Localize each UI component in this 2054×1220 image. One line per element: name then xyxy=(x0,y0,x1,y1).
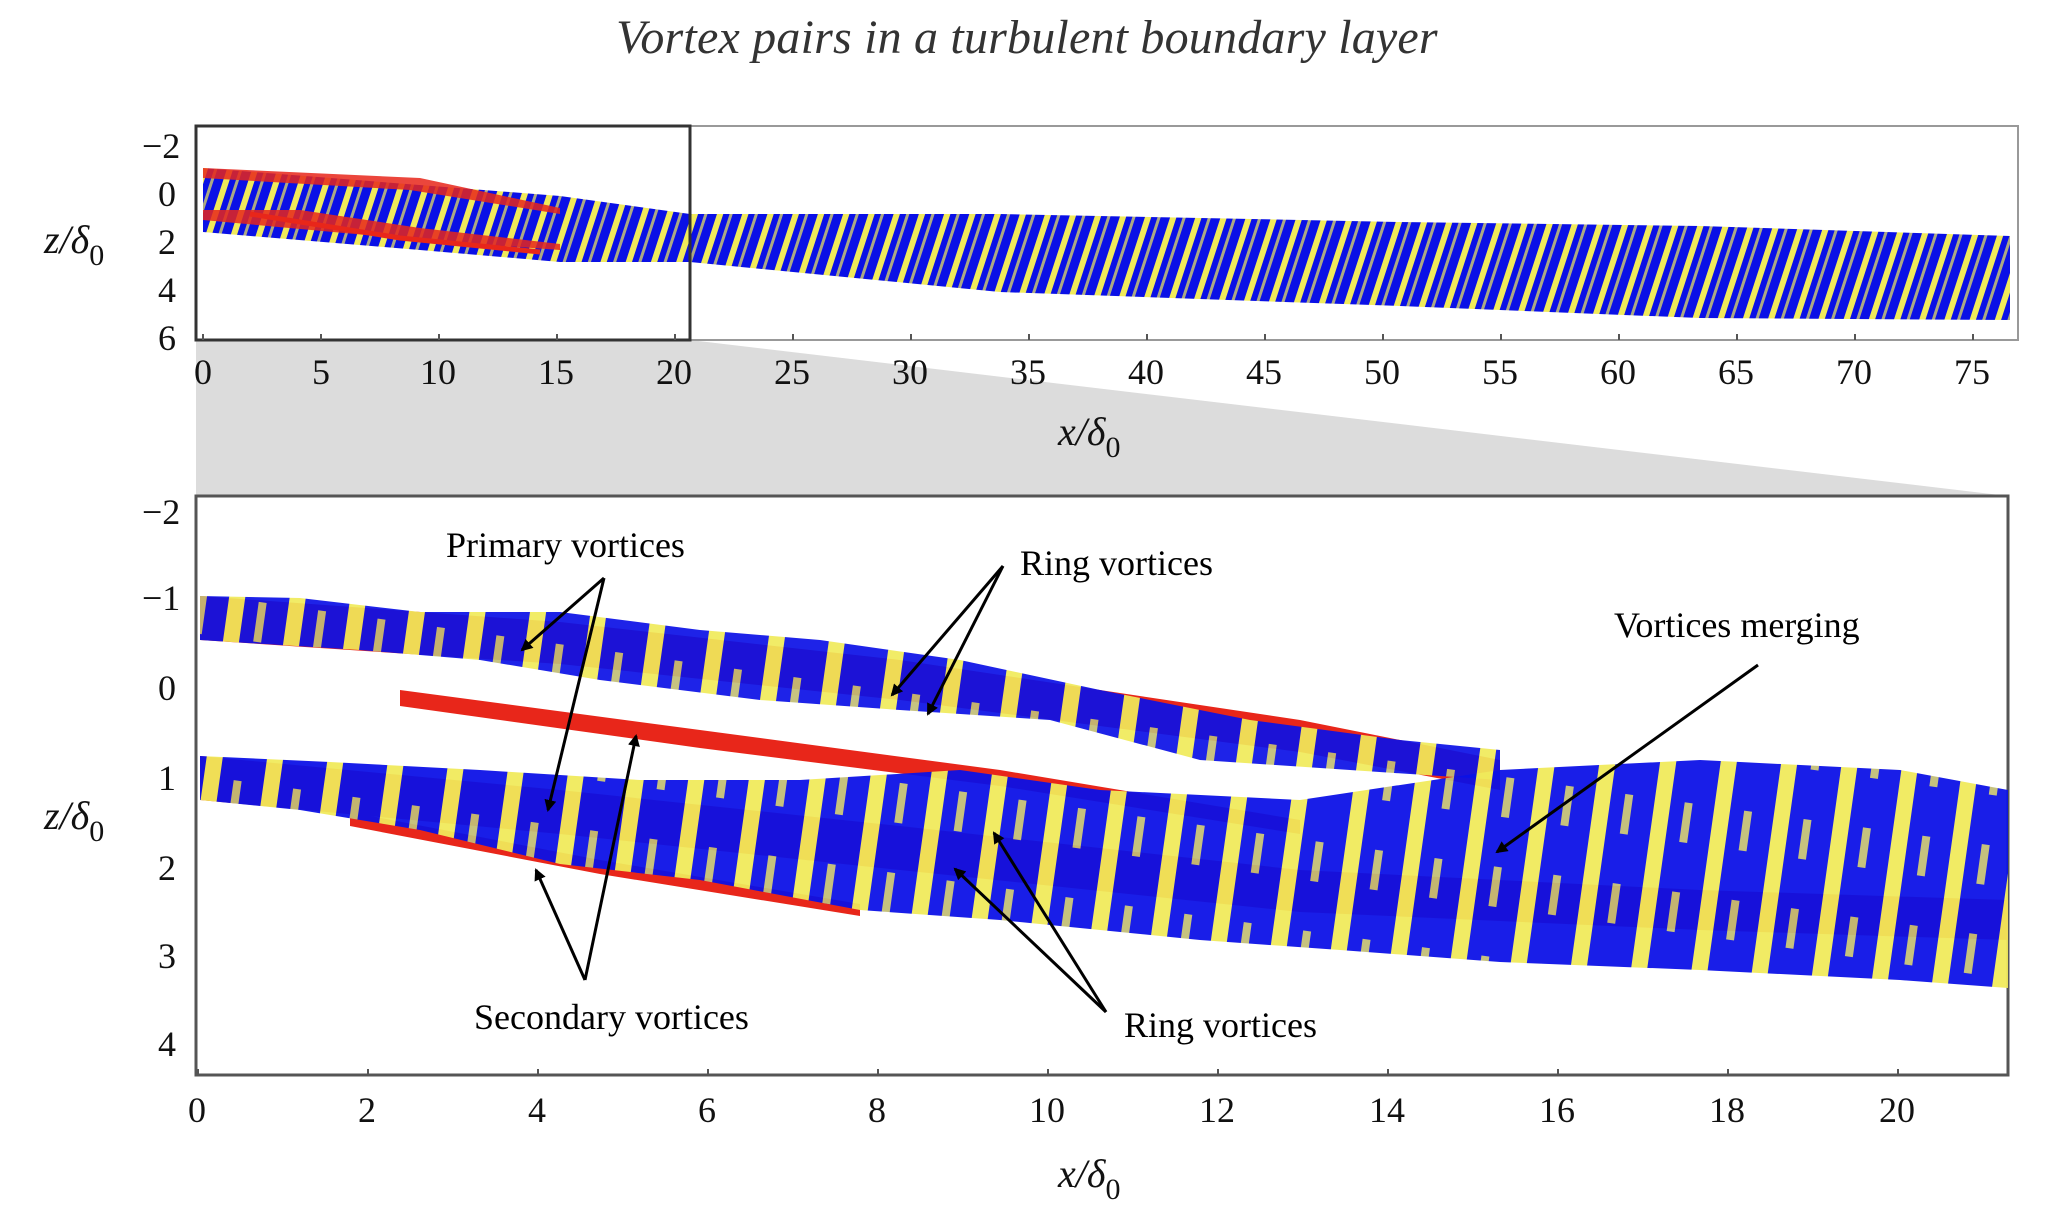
top-x-tick: 60 xyxy=(1600,352,1636,392)
annotation-ring-vortices-bottom: Ring vortices xyxy=(1124,1005,1317,1045)
bottom-x-tick: 4 xyxy=(528,1090,546,1130)
bottom-x-tick: 20 xyxy=(1879,1090,1915,1130)
top-x-axis-label: x/δ0 xyxy=(1058,408,1120,465)
top-x-tick: 45 xyxy=(1246,352,1282,392)
top-y-tick: 4 xyxy=(158,270,176,310)
top-x-tick: 5 xyxy=(312,352,330,392)
bottom-y-axis-label-subscript: 0 xyxy=(89,815,105,848)
annotation-vortices-merging: Vortices merging xyxy=(1614,605,1860,645)
top-y-tick: 6 xyxy=(158,318,176,358)
top-x-tick: 40 xyxy=(1128,352,1164,392)
bottom-x-tick: 0 xyxy=(188,1090,206,1130)
bottom-x-axis-label-text: x/δ xyxy=(1058,1151,1106,1196)
bottom-x-axis-label-subscript: 0 xyxy=(1105,1173,1121,1206)
annotation-ring-vortices-top: Ring vortices xyxy=(1020,543,1213,583)
bottom-x-tick: 2 xyxy=(358,1090,376,1130)
bottom-y-tick: 3 xyxy=(158,936,176,976)
annotation-arrows xyxy=(520,565,1759,1014)
top-x-axis-label-text: x/δ xyxy=(1058,409,1106,454)
bottom-y-tick: −1 xyxy=(142,578,181,618)
bottom-x-tick: 8 xyxy=(868,1090,886,1130)
annotation-primary-vortices: Primary vortices xyxy=(446,525,685,565)
top-x-tick: 20 xyxy=(656,352,692,392)
bottom-y-axis-label-text: z/δ xyxy=(44,793,90,838)
bottom-y-tick: 0 xyxy=(158,668,176,708)
bottom-x-tick: 6 xyxy=(698,1090,716,1130)
bottom-y-tick: 1 xyxy=(158,758,176,798)
top-x-tick: 30 xyxy=(892,352,928,392)
top-y-tick: −2 xyxy=(142,126,181,166)
bottom-x-tick-marks xyxy=(197,1069,1899,1075)
zoom-region-box xyxy=(194,124,692,342)
bottom-y-axis-label: z/δ0 xyxy=(44,792,104,849)
top-x-tick: 10 xyxy=(420,352,456,392)
bottom-x-tick: 12 xyxy=(1199,1090,1235,1130)
bottom-x-axis-label: x/δ0 xyxy=(1058,1150,1120,1207)
top-x-tick: 25 xyxy=(774,352,810,392)
bottom-x-tick: 18 xyxy=(1709,1090,1745,1130)
bottom-y-tick: 4 xyxy=(158,1024,176,1064)
annotation-secondary-vortices: Secondary vortices xyxy=(474,997,749,1037)
top-y-tick: 0 xyxy=(158,174,176,214)
top-x-tick: 50 xyxy=(1364,352,1400,392)
top-y-tick: 2 xyxy=(158,222,176,262)
bottom-x-tick: 16 xyxy=(1539,1090,1575,1130)
top-x-axis-label-subscript: 0 xyxy=(1105,431,1121,464)
top-x-tick: 35 xyxy=(1010,352,1046,392)
top-y-axis-label-subscript: 0 xyxy=(89,239,105,272)
top-x-tick: 0 xyxy=(194,352,212,392)
top-x-tick: 65 xyxy=(1718,352,1754,392)
bottom-y-tick: 2 xyxy=(158,848,176,888)
bottom-x-tick: 14 xyxy=(1369,1090,1405,1130)
top-x-tick: 75 xyxy=(1954,352,1990,392)
top-panel-vortex-field xyxy=(203,168,2010,320)
zoom-projection xyxy=(196,340,2008,496)
bottom-y-tick: −2 xyxy=(142,492,181,532)
top-y-axis-label: z/δ0 xyxy=(44,216,104,273)
top-x-tick: 55 xyxy=(1482,352,1518,392)
figure-title: Vortex pairs in a turbulent boundary lay… xyxy=(616,11,1438,64)
top-y-axis-label-text: z/δ xyxy=(44,217,90,262)
bottom-x-tick: 10 xyxy=(1029,1090,1065,1130)
top-x-tick: 15 xyxy=(538,352,574,392)
top-x-tick: 70 xyxy=(1836,352,1872,392)
top-x-tick-marks xyxy=(202,334,1974,340)
